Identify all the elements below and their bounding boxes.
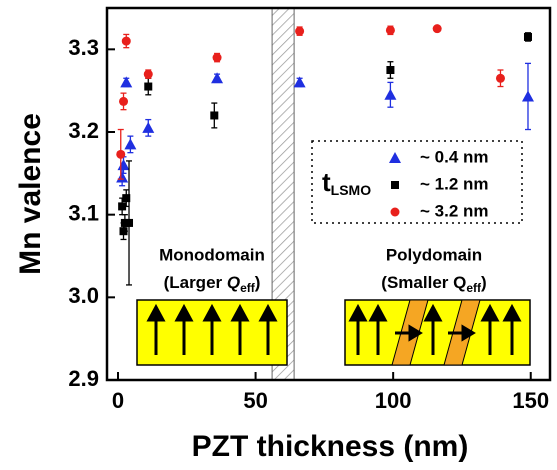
annotation-part: (Larger [164, 273, 227, 292]
x-tick-label: 100 [375, 388, 412, 413]
point [521, 90, 534, 102]
legend-title: tLSMO [322, 167, 371, 198]
legend-marker [389, 152, 401, 163]
point [120, 218, 129, 227]
legend-label: ~ 3.2 nm [420, 201, 489, 220]
point [144, 82, 153, 91]
legend-marker [390, 207, 400, 217]
annotation: (Smaller Qeff) [381, 273, 486, 295]
point [118, 202, 127, 211]
x-tick-label: 0 [112, 388, 124, 413]
y-tick-label: 3.3 [68, 35, 99, 60]
annotation: Monodomain [159, 245, 265, 264]
legend-title-sub: LSMO [331, 182, 372, 198]
point [212, 53, 222, 63]
annotation: (Larger Qeff) [164, 273, 261, 295]
point [384, 88, 397, 100]
annotation-sub: eff [240, 281, 256, 295]
y-tick-label: 3.1 [68, 200, 99, 225]
y-axis-label: Mn valence [14, 113, 47, 275]
point [120, 76, 133, 88]
annotation-part: (Smaller Q [381, 273, 466, 292]
plot-frame [105, 6, 552, 382]
polydomain-illustration [344, 299, 531, 366]
point [432, 24, 442, 34]
point [124, 138, 137, 150]
point [116, 149, 126, 159]
point [125, 218, 134, 227]
point [523, 32, 532, 41]
legend-label: ~ 0.4 nm [420, 147, 489, 166]
point [122, 194, 131, 203]
point [495, 73, 505, 83]
annotation-part: ) [255, 273, 261, 292]
point [143, 69, 153, 79]
point [142, 121, 155, 133]
point [210, 111, 219, 120]
legend-title-main: t [322, 167, 331, 197]
point [293, 76, 306, 88]
y-tick-label: 3.2 [68, 118, 99, 143]
y-tick-label: 2.9 [68, 366, 99, 391]
point [119, 96, 129, 106]
legend-label: ~ 1.2 nm [420, 174, 489, 193]
point [211, 72, 224, 84]
y-tick-label: 3.0 [68, 283, 99, 308]
point [385, 25, 395, 35]
annotation: Polydomain [386, 245, 482, 264]
x-tick-label: 50 [243, 388, 267, 413]
x-axis-label: PZT thickness (nm) [192, 430, 469, 463]
point [295, 26, 305, 36]
legend-marker [391, 181, 399, 189]
annotation-part: ) [481, 273, 487, 292]
point [386, 66, 395, 74]
annotation-sub: eff [466, 281, 482, 295]
point [121, 36, 131, 46]
monodomain-illustration [136, 299, 288, 366]
annotation-part: Q [227, 273, 240, 292]
legend-box [311, 140, 523, 224]
x-tick-label: 150 [512, 388, 549, 413]
